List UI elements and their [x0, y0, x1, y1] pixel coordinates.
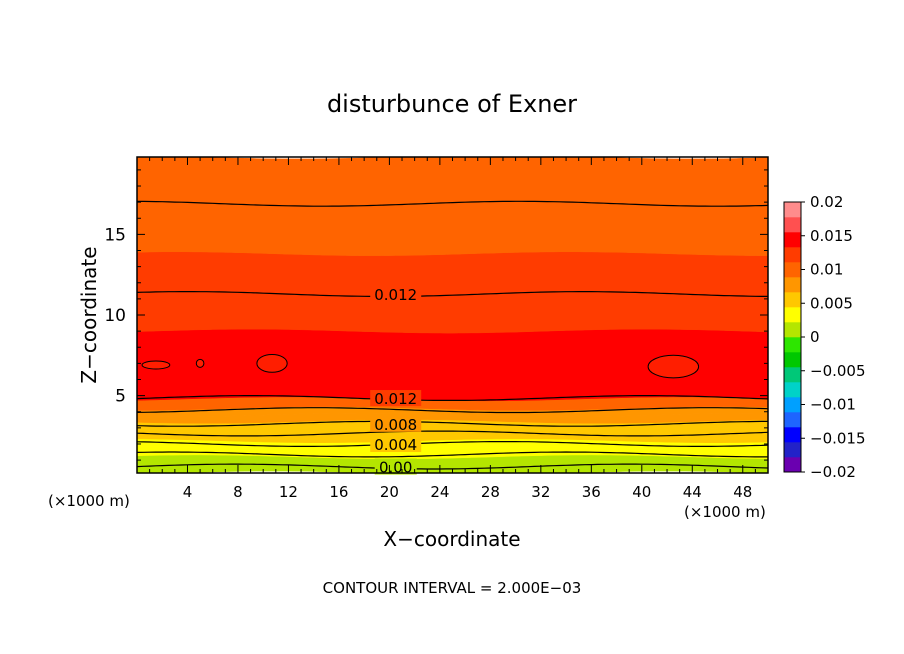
x-tick-label: 4	[183, 483, 193, 501]
contour-line	[137, 407, 768, 414]
colorbar-swatch	[784, 352, 801, 368]
x-tick-label: 36	[582, 483, 601, 501]
colorbar-swatch	[784, 397, 801, 413]
chart-title: disturbunce of Exner	[327, 90, 577, 118]
colorbar-label: −0.02	[810, 463, 856, 481]
y-tick-label: 10	[104, 306, 126, 326]
contour-line	[137, 441, 768, 447]
x-unit-right: (×1000 m)	[684, 503, 766, 521]
colorbar-swatch	[784, 322, 801, 338]
colorbar-swatch	[784, 427, 801, 443]
contour-label: 0.012	[374, 390, 417, 408]
contour-label-bg	[370, 415, 422, 432]
field-band	[137, 251, 768, 295]
x-tick-label: 24	[430, 483, 449, 501]
contour-line	[137, 420, 768, 427]
colorbar-swatch	[784, 457, 801, 473]
colorbar-swatch	[784, 262, 801, 278]
colorbar-label: 0.01	[810, 261, 843, 279]
colorbar-label: −0.005	[810, 362, 866, 380]
colorbar: 0.02 0.015 0.01 0.005 0 −0.005 −0.01 −0.015 −0.0…	[783, 193, 866, 481]
y-tick-label: 15	[104, 225, 126, 245]
colorbar-label: 0.02	[810, 193, 843, 211]
contour-line	[137, 463, 768, 470]
x-tick-label: 8	[233, 483, 243, 501]
x-tick-label: 28	[481, 483, 500, 501]
contour-label: 0.008	[374, 416, 417, 434]
colorbar-swatch	[784, 337, 801, 353]
contour-label-bg	[370, 286, 422, 303]
contour-label: 0.004	[374, 436, 417, 454]
field-bands	[137, 157, 768, 473]
colorbar-swatch	[784, 367, 801, 383]
x-tick-label: 44	[683, 483, 702, 501]
colorbar-swatch	[784, 202, 801, 218]
x-tick-label: 40	[632, 483, 651, 501]
contour-line	[137, 291, 768, 298]
closed-contour	[256, 354, 288, 373]
colorbar-swatch	[784, 412, 801, 428]
field-band	[137, 199, 768, 256]
y-axis-label: Z−coordinate	[77, 246, 101, 383]
colorbar-swatch	[784, 307, 801, 323]
contour-label: 0.012	[374, 286, 417, 304]
colorbar-swatch	[784, 292, 801, 308]
x-tick-label: 16	[329, 483, 348, 501]
contour-line	[137, 395, 768, 401]
colorbar-swatch	[784, 277, 801, 293]
x-tick-label: 12	[279, 483, 298, 501]
contour-labels: 0.00 0.004 0.008 0.012 0.012	[370, 286, 422, 477]
closed-contour	[195, 358, 205, 368]
colorbar-label: −0.01	[810, 396, 856, 414]
x-axis: 4 8 12 16 20 24 28 32 36 40 44 48	[149, 157, 756, 501]
colorbar-label: 0.015	[810, 227, 853, 245]
contour-line	[137, 430, 768, 437]
colorbar-swatch	[784, 232, 801, 248]
x-tick-label: 48	[733, 483, 752, 501]
x-unit-left: (×1000 m)	[48, 492, 130, 510]
contour-line	[137, 200, 768, 207]
contour-line	[137, 451, 768, 458]
contour-label-bg	[370, 435, 422, 452]
colorbar-swatch	[784, 247, 801, 263]
x-tick-label: 20	[380, 483, 399, 501]
closed-contour	[647, 354, 700, 379]
contour-interval-label: CONTOUR INTERVAL = 2.000E−03	[323, 579, 582, 597]
colorbar-label: 0	[810, 328, 820, 346]
closed-contour	[141, 360, 171, 370]
colorbar-swatch	[784, 442, 801, 458]
contour-label-bg	[370, 390, 422, 407]
colorbar-swatch	[784, 217, 801, 233]
contour-label: 0.00	[379, 459, 412, 477]
colorbar-label: 0.005	[810, 294, 853, 312]
colorbar-label: −0.015	[810, 429, 866, 447]
x-tick-label: 32	[531, 483, 550, 501]
y-axis: 5 10 15	[104, 169, 768, 461]
x-axis-label: X−coordinate	[383, 527, 520, 551]
field-band	[137, 290, 768, 334]
contour-label-bg	[374, 458, 417, 475]
field-band	[137, 157, 768, 205]
y-tick-label: 5	[115, 387, 126, 407]
contour-lines	[137, 200, 768, 470]
colorbar-swatch	[784, 382, 801, 398]
